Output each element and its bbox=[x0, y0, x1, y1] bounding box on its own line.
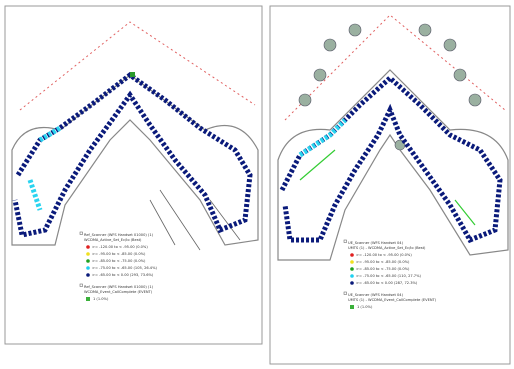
legend-swatch bbox=[350, 253, 354, 257]
legend-swatch bbox=[86, 252, 90, 256]
legend-header: Ref_Scanner (WFS Handset 01000) (1) bbox=[84, 233, 154, 237]
legend-header: UMTS (1) - WCDMA_Event_CallComplete (EVE… bbox=[348, 298, 437, 302]
legend-item: >= -65.00 to < 0.00 (293, 73.6%) bbox=[92, 273, 154, 277]
legend-item: >= -85.00 to < -75.00 (0.0%) bbox=[356, 267, 410, 271]
legend-swatch bbox=[86, 266, 90, 270]
legend-header: UE_Scanner (WFS Handset 04) bbox=[348, 241, 404, 245]
legend-swatch bbox=[350, 260, 354, 264]
legend-header: WCDMA_Event_CallComplete (EVENT) bbox=[84, 290, 153, 294]
legend-swatch bbox=[350, 274, 354, 278]
legend-item: >= -120.00 to < -95.00 (0.0%) bbox=[356, 253, 412, 257]
legend-swatch bbox=[350, 267, 354, 271]
legend-header: WCDMA_Active_Set_Ec/Io (Best) bbox=[84, 238, 142, 242]
legend-header: UMTS (1) - WCDMA_Active_Set_Ec/Io (Best) bbox=[348, 246, 426, 250]
legend-swatch bbox=[86, 297, 90, 301]
event-marker bbox=[130, 72, 135, 77]
legend-item: >= -75.00 to < -65.00 (110, 27.7%) bbox=[356, 274, 421, 278]
legend-swatch bbox=[86, 273, 90, 277]
right-map: UE_Scanner (WFS Handset 04)UMTS (1) - WC… bbox=[270, 6, 510, 364]
legend-item: >= -65.00 to < 0.00 (287, 72.3%) bbox=[356, 281, 418, 285]
screenshot: Ref_Scanner (WFS Handset 01000) (1)WCDMA… bbox=[0, 0, 514, 369]
legend-swatch bbox=[86, 259, 90, 263]
legend-header: Ref_Scanner (WFS Handset 01000) (1) bbox=[84, 285, 154, 289]
legend-item: >= -85.00 to < -75.00 (0.0%) bbox=[92, 259, 146, 263]
legend-item: 1 (1.0%) bbox=[93, 297, 109, 301]
panel-frame bbox=[270, 6, 510, 364]
legend-swatch bbox=[350, 305, 354, 309]
legend-swatch bbox=[350, 281, 354, 285]
legend-swatch bbox=[86, 245, 90, 249]
legend-item: >= -95.00 to < -85.00 (0.0%) bbox=[92, 252, 146, 256]
legend-item: >= -75.00 to < -65.00 (105, 26.4%) bbox=[92, 266, 157, 270]
legend-item: 1 (1.0%) bbox=[357, 305, 373, 309]
legend-item: >= -120.00 to < -95.00 (0.0%) bbox=[92, 245, 148, 249]
left-map: Ref_Scanner (WFS Handset 01000) (1)WCDMA… bbox=[5, 6, 262, 344]
legend-item: >= -95.00 to < -85.00 (0.0%) bbox=[356, 260, 410, 264]
legend-header: UE_Scanner (WFS Handset 04) bbox=[348, 293, 404, 297]
